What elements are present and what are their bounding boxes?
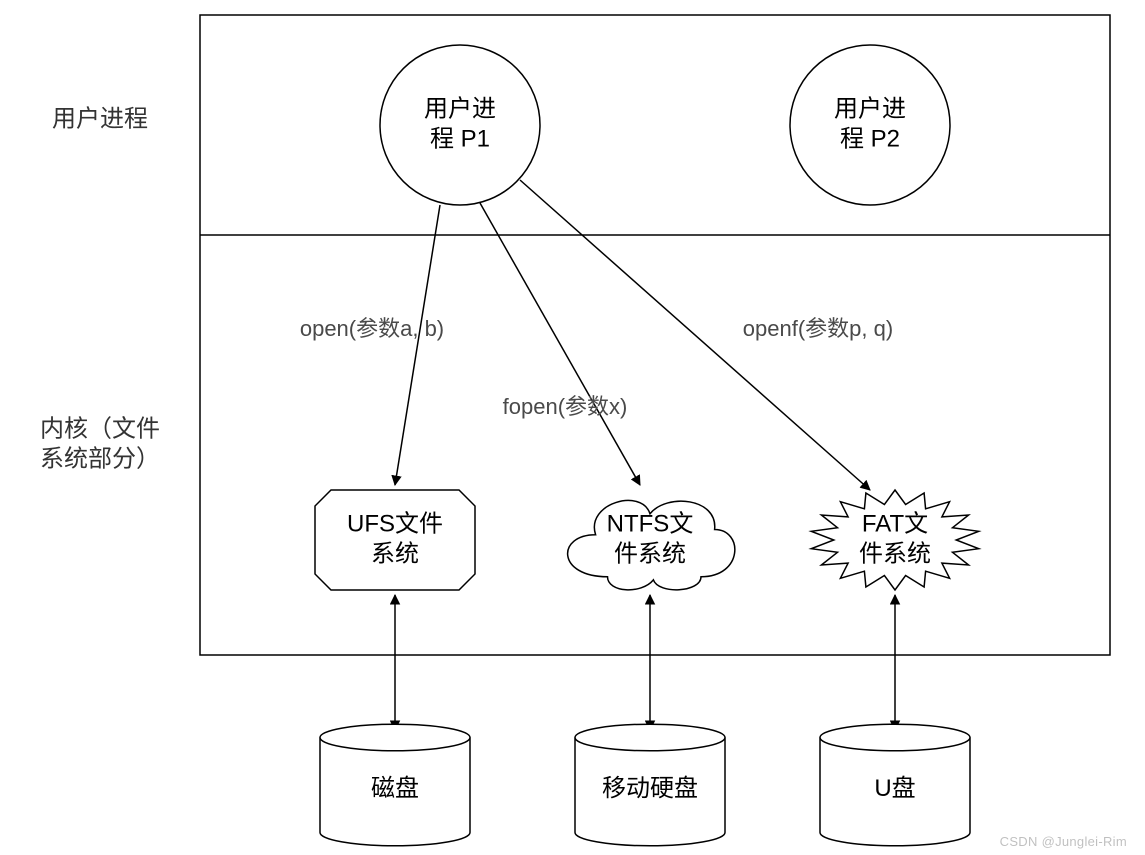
node-ufs-label-line-0: UFS文件 [347,510,443,537]
node-p2-label-line-0: 用户进 [834,95,906,122]
node-p2-label-line-1: 程 P2 [840,125,900,152]
side-label-user-line-0: 用户进程 [52,105,148,132]
node-p1-label-line-1: 程 P1 [430,125,490,152]
node-ntfs-label-line-0: NTFS文 [607,510,694,537]
node-ntfs-label-line-1: 件系统 [614,540,686,567]
edge-p1-ufs [395,205,440,485]
node-fat-label-line-0: FAT文 [862,510,928,537]
side-label-kernel-line-0: 内核（文件 [40,415,160,442]
edge-label-2: openf(参数p, q) [743,316,893,341]
diagram-canvas: 用户进程内核（文件系统部分） open(参数a, b) fopen(参数x) open… [0,0,1145,855]
edges-group [395,180,895,730]
node-ufs-label-line-1: 系统 [371,540,419,567]
watermark: CSDN @Junglei-Rim [1000,834,1127,849]
node-mobile-label-line-0: 移动硬盘 [602,775,698,802]
node-p1-label-line-0: 用户进 [424,95,496,122]
side-label-kernel-line-1: 系统部分） [40,445,160,472]
node-usb-label-line-0: U盘 [874,775,915,802]
edge-label-1: fopen(参数x) [503,394,628,419]
edge-label-0: open(参数a, b) [300,316,444,341]
node-disk-label-line-0: 磁盘 [371,775,419,802]
node-fat-label-line-1: 件系统 [859,540,931,567]
edge-p1-ntfs [480,203,640,485]
